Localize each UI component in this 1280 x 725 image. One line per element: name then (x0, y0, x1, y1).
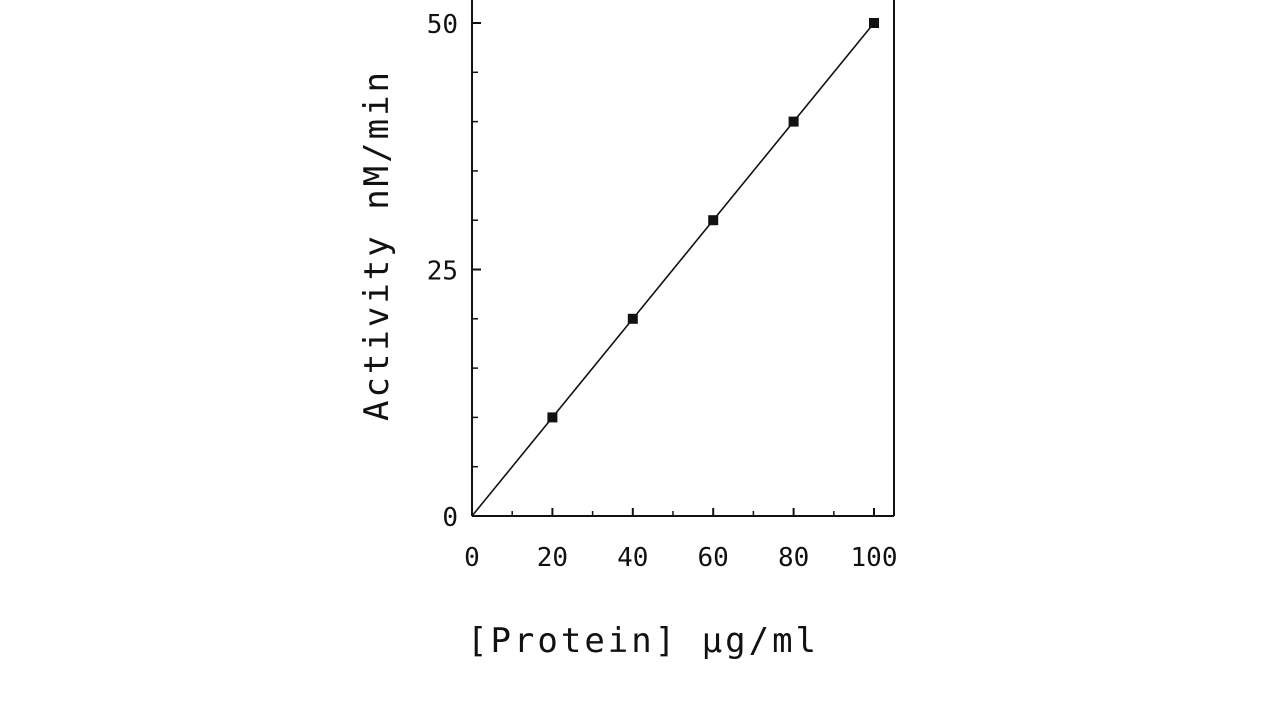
data-marks (471, 18, 879, 517)
ticks: 0 20 40 60 80 100 0 25 50 (427, 10, 898, 573)
data-point (627, 313, 638, 324)
data-point (788, 116, 799, 127)
data-point (547, 412, 558, 423)
fit-line (471, 22, 875, 517)
x-tick-label: 80 (778, 543, 809, 573)
x-tick-label: 20 (537, 543, 568, 573)
y-axis-title: Activity nM/min (357, 69, 397, 421)
x-tick-label: 100 (851, 543, 898, 573)
data-point (869, 18, 879, 28)
axes (471, 0, 895, 517)
x-tick-label: 0 (464, 543, 480, 573)
y-tick-label: 25 (427, 257, 458, 287)
x-tick-label: 40 (617, 543, 648, 573)
x-axis-title: [Protein] µg/ml (467, 621, 819, 661)
y-tick-label: 50 (427, 10, 458, 40)
x-tick-label: 60 (698, 543, 729, 573)
y-tick-label: 0 (442, 503, 458, 533)
data-point (708, 215, 719, 226)
